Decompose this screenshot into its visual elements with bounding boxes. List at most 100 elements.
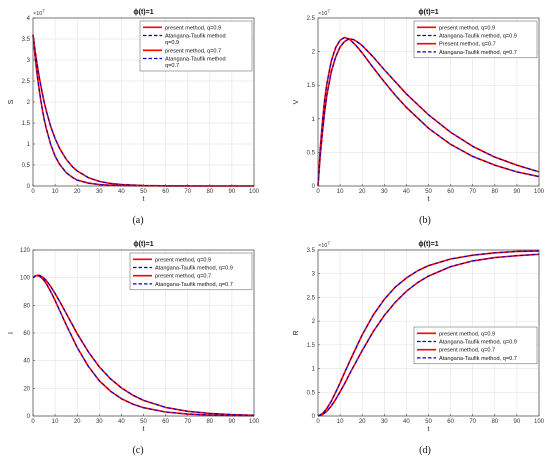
x-tick-label: 40 bbox=[118, 189, 125, 195]
series-line-atangana-q0.7 bbox=[32, 274, 255, 416]
series-line-atangana-q0.9 bbox=[317, 36, 540, 187]
x-tick-label: 60 bbox=[162, 189, 169, 195]
x-tick-label: 100 bbox=[249, 189, 260, 195]
y-tick-label: 1 bbox=[27, 142, 31, 148]
series-line-atangana-q0.7 bbox=[317, 38, 540, 187]
legend-label: present method, q=0.7 bbox=[439, 348, 495, 354]
panel-caption: (c) bbox=[132, 445, 143, 456]
chart-panel-2: 0 10 20 30 40 50 60 70 80 90 100 0 20 40 60 80 100 120 ϕ(t… bbox=[8, 241, 260, 456]
y-axis-label: V bbox=[293, 99, 300, 104]
y-tick-label: 80 bbox=[23, 303, 30, 309]
x-tick-label: 10 bbox=[52, 189, 59, 195]
chart-panel-1: 0 10 20 30 40 50 60 70 80 90 100 0 0.5 1 1.5 2 2.5×107 ϕ(… bbox=[293, 9, 545, 227]
legend-label: Atangana-Taufik method, q=0.7 bbox=[155, 282, 233, 288]
y-tick-label: 0.5 bbox=[22, 163, 31, 169]
x-tick-label: 0 bbox=[31, 419, 35, 425]
x-tick-label: 10 bbox=[337, 189, 344, 195]
x-tick-label: 30 bbox=[96, 419, 103, 425]
x-tick-label: 60 bbox=[447, 419, 454, 425]
chart-title: ϕ(t)=1 bbox=[418, 9, 438, 16]
x-axis-label: t bbox=[143, 196, 145, 203]
chart-panel-3: 0 10 20 30 40 50 60 70 80 90 100 0 0.5 1 1.5 2 2.5 3 3.5×1… bbox=[293, 241, 545, 457]
y-exponent-label: ×107 bbox=[33, 9, 45, 18]
x-tick-label: 20 bbox=[74, 189, 81, 195]
legend-label: q=0.9 bbox=[165, 40, 179, 46]
y-exponent-label: ×107 bbox=[318, 9, 330, 18]
x-tick-label: 100 bbox=[249, 419, 260, 425]
legend-label: present method, q=0.9 bbox=[439, 331, 495, 337]
legend-label: present method, q=0.9 bbox=[155, 257, 211, 263]
y-tick-label: 1 bbox=[312, 367, 316, 373]
x-tick-label: 10 bbox=[337, 419, 344, 425]
series-line-atangana-q0.9 bbox=[32, 275, 255, 417]
y-tick-label: 1.5 bbox=[307, 83, 316, 89]
legend: present method, q=0.9 Atangana-Taufik met… bbox=[413, 326, 538, 365]
x-tick-label: 60 bbox=[447, 189, 454, 195]
x-tick-label: 70 bbox=[469, 419, 476, 425]
y-tick-label: 0 bbox=[312, 414, 316, 420]
legend-label: Atangana-Taufik method, q=0.9 bbox=[439, 340, 517, 346]
x-tick-label: 50 bbox=[425, 189, 432, 195]
y-tick-label: 0.5 bbox=[307, 150, 316, 156]
legend-label: Atangana-Taufik method, q=0.9 bbox=[155, 266, 233, 272]
chart-title: ϕ(t)=1 bbox=[418, 241, 438, 248]
x-tick-label: 70 bbox=[184, 419, 191, 425]
x-tick-label: 70 bbox=[469, 189, 476, 195]
legend-label: Atangana-Taufik method bbox=[165, 34, 226, 40]
legend-label: present method, q=0.9 bbox=[439, 25, 495, 31]
legend-label: Atangana-Taufik method bbox=[165, 57, 226, 63]
x-tick-label: 90 bbox=[514, 189, 521, 195]
x-tick-label: 0 bbox=[31, 189, 35, 195]
legend: present method, q=0.9 Atangana-Taufik met… bbox=[139, 20, 253, 72]
series-line-present-q0.9 bbox=[317, 250, 540, 417]
x-tick-label: 10 bbox=[52, 419, 59, 425]
y-axis-label: S bbox=[8, 99, 15, 104]
y-tick-label: 2 bbox=[312, 50, 316, 56]
x-tick-label: 90 bbox=[229, 419, 236, 425]
y-axis-label: I bbox=[8, 332, 15, 334]
y-tick-label: 40 bbox=[23, 359, 30, 365]
y-tick-label: 2.5 bbox=[307, 295, 316, 301]
x-axis-label: t bbox=[143, 426, 145, 433]
y-tick-label: 0.5 bbox=[307, 390, 316, 396]
x-tick-label: 80 bbox=[206, 419, 213, 425]
x-tick-label: 0 bbox=[316, 189, 320, 195]
x-tick-label: 90 bbox=[229, 189, 236, 195]
chart-panel-0: 0 10 20 30 40 50 60 70 80 90 100 0 0.5 1 1.5 2 2.5 3 3.5 4×… bbox=[8, 9, 260, 227]
y-tick-label: 2 bbox=[312, 319, 316, 325]
legend-label: present method, q=0.9 bbox=[165, 25, 221, 31]
legend: present method, q=0.9 Atangana-Taufik met… bbox=[129, 252, 253, 291]
x-tick-label: 20 bbox=[359, 419, 366, 425]
y-tick-label: 3.5 bbox=[22, 37, 31, 43]
y-tick-label: 0 bbox=[27, 414, 31, 420]
x-tick-label: 50 bbox=[425, 419, 432, 425]
legend-label: Atangana-Taufik method, q=0.7 bbox=[439, 50, 517, 56]
x-tick-label: 0 bbox=[316, 419, 320, 425]
x-tick-label: 30 bbox=[96, 189, 103, 195]
y-tick-label: 2.5 bbox=[22, 79, 31, 85]
x-tick-label: 50 bbox=[140, 419, 147, 425]
legend-label: Atangana-Taufik method, q=0.9 bbox=[439, 34, 517, 40]
x-tick-label: 20 bbox=[359, 189, 366, 195]
x-tick-label: 80 bbox=[206, 189, 213, 195]
x-tick-label: 40 bbox=[118, 419, 125, 425]
legend-label: q=0.7 bbox=[165, 63, 179, 69]
legend-label: present method, q=0.7 bbox=[165, 48, 221, 54]
legend-label: Present method, q=0.7 bbox=[439, 42, 496, 48]
y-tick-label: 1.5 bbox=[307, 343, 316, 349]
x-tick-label: 100 bbox=[534, 189, 545, 195]
x-tick-label: 100 bbox=[534, 419, 545, 425]
x-tick-label: 20 bbox=[74, 419, 81, 425]
y-axis-label: R bbox=[293, 330, 300, 335]
x-tick-label: 70 bbox=[184, 189, 191, 195]
x-tick-label: 80 bbox=[491, 189, 498, 195]
series-line-atangana-q0.7 bbox=[32, 34, 254, 187]
y-tick-label: 3 bbox=[312, 272, 316, 278]
panel-caption: (a) bbox=[132, 215, 143, 226]
legend-label: Atangana-Taufik method, q=0.7 bbox=[439, 356, 517, 362]
x-tick-label: 50 bbox=[140, 189, 147, 195]
y-tick-label: 3.5 bbox=[307, 248, 316, 254]
y-tick-label: 3 bbox=[27, 58, 31, 64]
x-tick-label: 80 bbox=[491, 419, 498, 425]
